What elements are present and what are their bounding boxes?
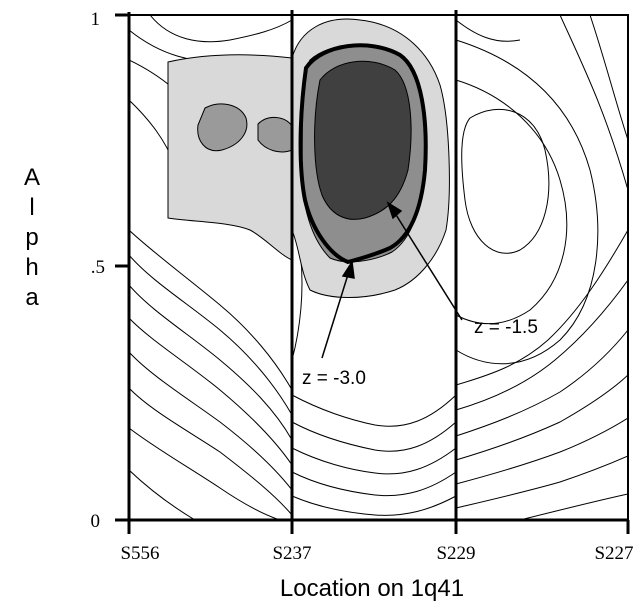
arrow-z-neg3 [321,267,351,359]
contour-line [129,387,293,516]
contour-line [455,39,599,365]
x-axis-title: Location on 1q41 [280,575,464,602]
contour-line [291,249,303,361]
y-axis [115,12,131,522]
contour-line [455,279,628,411]
contour-line [129,469,196,520]
contour-line [291,495,457,516]
y-axis-title-letter: a [25,284,39,311]
contour-lines [129,15,628,520]
contour-line [455,229,628,386]
y-tick-label: 1 [91,9,101,30]
contour-line [291,471,457,497]
contour-line [455,455,628,509]
contour-line [129,284,293,441]
contour-line [129,427,281,520]
y-axis-title-letter: A [24,164,40,191]
contour-line [455,417,628,485]
x-tick-label: S227 [594,543,633,564]
contour-line [129,317,293,466]
contour-line [129,254,293,416]
contour-line [589,15,628,141]
marker-lines [290,10,458,532]
arrow-z-neg15 [392,209,463,321]
shaded-blob [197,103,248,152]
contour-line [291,394,457,427]
contour-line [455,374,628,461]
contour-line [455,19,521,42]
plot-area [129,15,628,520]
y-axis-title-letter: h [25,254,38,281]
y-axis-title-letter: p [25,224,38,251]
y-tick-label: .5 [91,257,105,278]
annotation-arrows [321,201,463,359]
x-tick-label: S237 [272,543,311,564]
contour-line [461,109,550,254]
contour-line [291,447,457,475]
annotation-label: z = -1.5 [474,317,538,338]
x-axis [115,518,630,534]
y-axis-title-letter: l [29,194,34,221]
bold-contour-z-neg3 [298,43,428,265]
arrowhead-z-neg15 [386,201,403,220]
y-tick-label: 0 [91,511,101,532]
contour-line [455,329,628,437]
x-tick-label: S556 [120,543,159,564]
contour-line [129,229,293,391]
annotation-label: z = -3.0 [302,368,366,389]
contour-line [519,493,628,520]
arrowhead-z-neg3 [341,259,355,279]
dark-shaded-region [314,60,412,220]
x-tick-label: S229 [436,543,475,564]
contour-line [559,15,628,191]
contour-line [149,15,293,43]
contour-line [129,351,293,491]
contour-line [291,421,457,452]
